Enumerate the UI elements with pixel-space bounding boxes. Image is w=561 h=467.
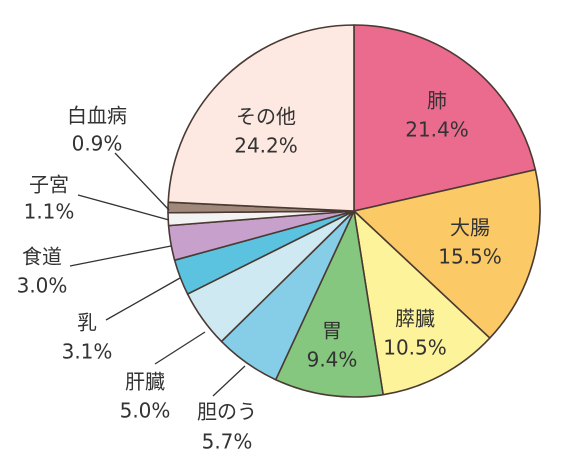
leader-lines-layer xyxy=(69,152,246,397)
leader-line-6 xyxy=(154,331,206,365)
leader-line-9 xyxy=(77,194,170,221)
slice-name-label-10: 白血病 xyxy=(67,104,127,128)
leader-line-5 xyxy=(212,365,246,397)
slice-name-label-5: 胆のう xyxy=(197,400,257,424)
slice-name-label-7: 乳 xyxy=(77,311,97,335)
slices-layer xyxy=(167,24,541,398)
leader-line-10 xyxy=(114,152,170,211)
slice-value-label-7: 3.1% xyxy=(62,340,113,364)
pie-slice-2 xyxy=(353,168,541,339)
slice-value-label-4: 9.4% xyxy=(307,348,358,372)
pie-slice-11 xyxy=(167,24,355,212)
slice-name-label-2: 大腸 xyxy=(450,216,490,240)
pie-slice-4 xyxy=(274,210,384,398)
slice-value-label-11: 24.2% xyxy=(234,134,298,158)
slice-value-label-10: 0.9% xyxy=(72,132,123,156)
slice-name-label-6: 肝臓 xyxy=(125,370,165,394)
slice-name-label-11: その他 xyxy=(236,105,296,129)
leader-line-8 xyxy=(69,245,172,267)
slice-value-label-3: 10.5% xyxy=(383,336,447,360)
slice-value-label-1: 21.4% xyxy=(405,118,469,142)
pie-slice-1 xyxy=(353,24,537,212)
slice-value-label-6: 5.0% xyxy=(120,399,171,423)
pie-slice-3 xyxy=(353,210,491,396)
slice-name-label-3: 膵臓 xyxy=(395,307,435,331)
leader-line-7 xyxy=(105,277,181,321)
slice-name-label-8: 食道 xyxy=(22,245,62,269)
slice-value-label-2: 15.5% xyxy=(438,245,502,269)
slice-name-label-1: 肺 xyxy=(427,89,447,113)
slice-value-label-9: 1.1% xyxy=(24,200,75,224)
slice-value-label-8: 3.0% xyxy=(17,274,68,298)
slice-name-label-4: 胃 xyxy=(322,319,342,343)
labels-layer: 肺21.4%大腸15.5%膵臓10.5%胃9.4%胆のう5.7%肝臓5.0%乳3… xyxy=(17,89,502,454)
slice-name-label-9: 子宮 xyxy=(29,173,69,197)
slice-value-label-5: 5.7% xyxy=(202,430,253,454)
